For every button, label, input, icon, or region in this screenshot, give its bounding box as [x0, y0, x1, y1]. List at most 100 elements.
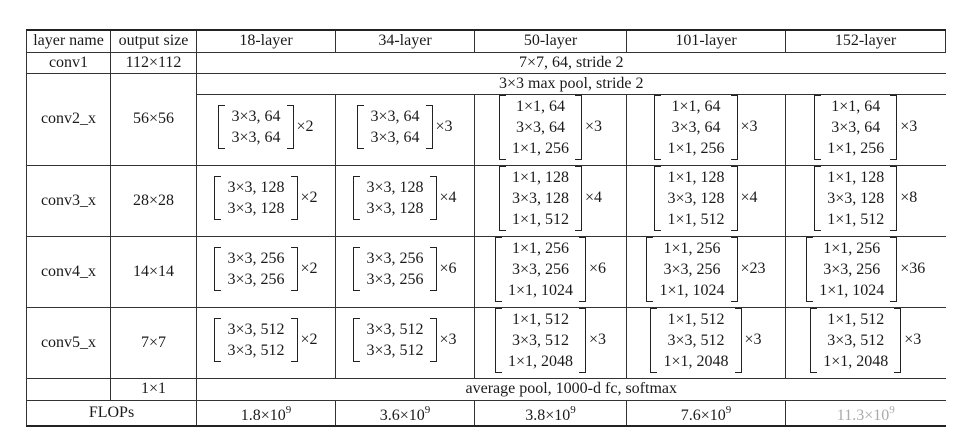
right-bracket: [890, 236, 898, 302]
block-layer-line: 3×3, 512: [667, 331, 725, 349]
block-layers: 3×3, 256 3×3, 256: [360, 247, 429, 291]
left-bracket: [498, 94, 506, 160]
right-bracket: [730, 236, 738, 302]
block-layer-line: 3×3, 128: [511, 189, 569, 207]
conv2-blocks-row: 3×3, 64 3×3, 64 ×2 3×3, 64 3×3, 64 ×3 1×1, 6…: [27, 93, 946, 166]
flops-50: 3.8×109: [474, 399, 627, 427]
conv4-block-101: 1×1, 256 3×3, 256 1×1, 1024 ×23: [626, 235, 786, 308]
block-layers: 3×3, 64 3×3, 64: [364, 105, 425, 149]
block-layer-line: 1×1, 512: [667, 310, 725, 328]
right-bracket: [429, 247, 437, 291]
block-multiplier: ×23: [740, 260, 766, 277]
block-layer-line: 1×1, 256: [667, 139, 725, 157]
block-multiplier: ×8: [900, 189, 918, 206]
flops-row: FLOPs 1.8×109 3.6×109 3.8×109 7.6×109 11…: [26, 399, 946, 427]
left-bracket: [814, 165, 822, 231]
block-layer-line: 1×1, 256: [823, 239, 881, 257]
left-bracket: [654, 94, 662, 160]
block-layer-line: 1×1, 512: [827, 310, 885, 328]
block-multiplier: ×3: [744, 331, 762, 348]
left-bracket: [353, 247, 361, 291]
block-multiplier: ×2: [300, 189, 318, 206]
right-bracket: [290, 318, 298, 362]
block-layer-line: 1×1, 128: [827, 168, 885, 186]
flops-50-exp: 9: [570, 403, 576, 416]
conv2-size: 56×56: [110, 72, 197, 166]
block-layer-line: 3×3, 512: [227, 342, 285, 359]
block-multiplier: ×2: [300, 331, 318, 348]
flops-18: 1.8×109: [196, 399, 336, 427]
left-bracket: [814, 94, 822, 160]
conv4-name: conv4_x: [26, 235, 111, 308]
right-bracket: [890, 165, 898, 231]
block-layer-line: 3×3, 512: [511, 331, 569, 349]
conv3-block-152: 1×1, 128 3×3, 128 1×1, 512 ×8: [785, 164, 946, 237]
block-layers: 3×3, 128 3×3, 128: [221, 176, 290, 220]
block-layers: 1×1, 128 3×3, 128 1×1, 512: [506, 166, 575, 231]
conv5-block-50: 1×1, 512 3×3, 512 1×1, 2048 ×3: [474, 306, 627, 379]
right-bracket: [730, 94, 738, 160]
residual-block: 3×3, 512 3×3, 512 ×2: [214, 318, 318, 362]
block-layer-line: 1×1, 64: [831, 97, 881, 115]
block-layer-line: 3×3, 64: [831, 118, 881, 136]
right-bracket: [575, 94, 582, 160]
left-bracket: [646, 236, 654, 302]
residual-block: 3×3, 256 3×3, 256 ×6: [353, 247, 457, 291]
flops-101-base: 7.6×10: [680, 406, 726, 424]
right-bracket: [429, 176, 437, 220]
residual-block: 3×3, 128 3×3, 128 ×2: [214, 176, 318, 220]
residual-block: 1×1, 256 3×3, 256 1×1, 1024 ×36: [806, 236, 925, 302]
residual-block: 3×3, 64 3×3, 64 ×3: [357, 105, 453, 149]
residual-block: 3×3, 512 3×3, 512 ×3: [353, 318, 457, 362]
flops-label: FLOPs: [26, 399, 197, 427]
right-bracket: [425, 105, 433, 149]
left-bracket: [214, 247, 222, 291]
left-bracket: [357, 105, 365, 149]
block-multiplier: ×3: [900, 118, 918, 135]
right-bracket: [730, 165, 738, 231]
left-bracket: [494, 236, 502, 302]
residual-block: 1×1, 256 3×3, 256 1×1, 1024 ×23: [646, 236, 766, 302]
resnet-architecture-table: layer name output size 18-layer 34-layer…: [26, 29, 946, 427]
block-layer-line: 1×1, 512: [511, 310, 569, 328]
block-multiplier: ×3: [585, 118, 603, 135]
conv4-block-34: 3×3, 256 3×3, 256 ×6: [335, 235, 475, 308]
block-layer-line: 3×3, 64: [370, 129, 420, 146]
block-layers: 1×1, 64 3×3, 64 1×1, 256: [506, 95, 575, 160]
flops-101-exp: 9: [725, 403, 732, 416]
block-layer-line: 3×3, 512: [227, 321, 285, 338]
block-multiplier: ×4: [439, 189, 457, 206]
flops-50-base: 3.8×10: [525, 406, 571, 424]
conv2-block-152: 1×1, 64 3×3, 64 1×1, 256 ×3: [785, 93, 946, 166]
block-layer-line: 3×3, 256: [823, 260, 881, 278]
block-multiplier: ×2: [300, 260, 318, 277]
residual-block: 1×1, 128 3×3, 128 1×1, 512 ×4: [654, 165, 758, 231]
block-layer-line: 3×3, 256: [366, 271, 424, 288]
residual-block: 1×1, 512 3×3, 512 1×1, 2048 ×3: [810, 307, 921, 373]
left-bracket: [810, 307, 818, 373]
final-desc: average pool, 1000-d fc, softmax: [196, 377, 946, 401]
flops-34: 3.6×109: [335, 399, 475, 427]
block-layers: 3×3, 512 3×3, 512: [360, 318, 429, 362]
left-bracket: [353, 176, 361, 220]
right-bracket: [894, 307, 902, 373]
final-size: 1×1: [110, 377, 197, 401]
block-layer-line: 1×1, 512: [511, 210, 569, 228]
conv5-block-34: 3×3, 512 3×3, 512 ×3: [335, 306, 475, 379]
residual-block: 1×1, 64 3×3, 64 1×1, 256 ×3: [498, 94, 603, 160]
conv3-size: 28×28: [110, 164, 197, 237]
residual-block: 1×1, 512 3×3, 512 1×1, 2048 ×3: [494, 307, 606, 373]
block-layer-line: 3×3, 256: [511, 260, 569, 278]
residual-block: 1×1, 512 3×3, 512 1×1, 2048 ×3: [650, 307, 762, 373]
block-layers: 1×1, 64 3×3, 64 1×1, 256: [821, 95, 890, 160]
block-multiplier: ×6: [439, 260, 457, 277]
block-layer-line: 3×3, 64: [515, 118, 565, 136]
block-layers: 1×1, 256 3×3, 256 1×1, 1024: [653, 237, 730, 302]
block-layers: 1×1, 128 3×3, 128 1×1, 512: [661, 166, 730, 231]
block-layer-line: 3×3, 256: [663, 260, 721, 278]
header-output-size: output size: [110, 29, 197, 53]
conv4-block-152: 1×1, 256 3×3, 256 1×1, 1024 ×36: [785, 235, 946, 308]
right-bracket: [286, 105, 294, 149]
block-layer-line: 3×3, 128: [667, 189, 725, 207]
block-layer-line: 3×3, 128: [227, 179, 285, 196]
